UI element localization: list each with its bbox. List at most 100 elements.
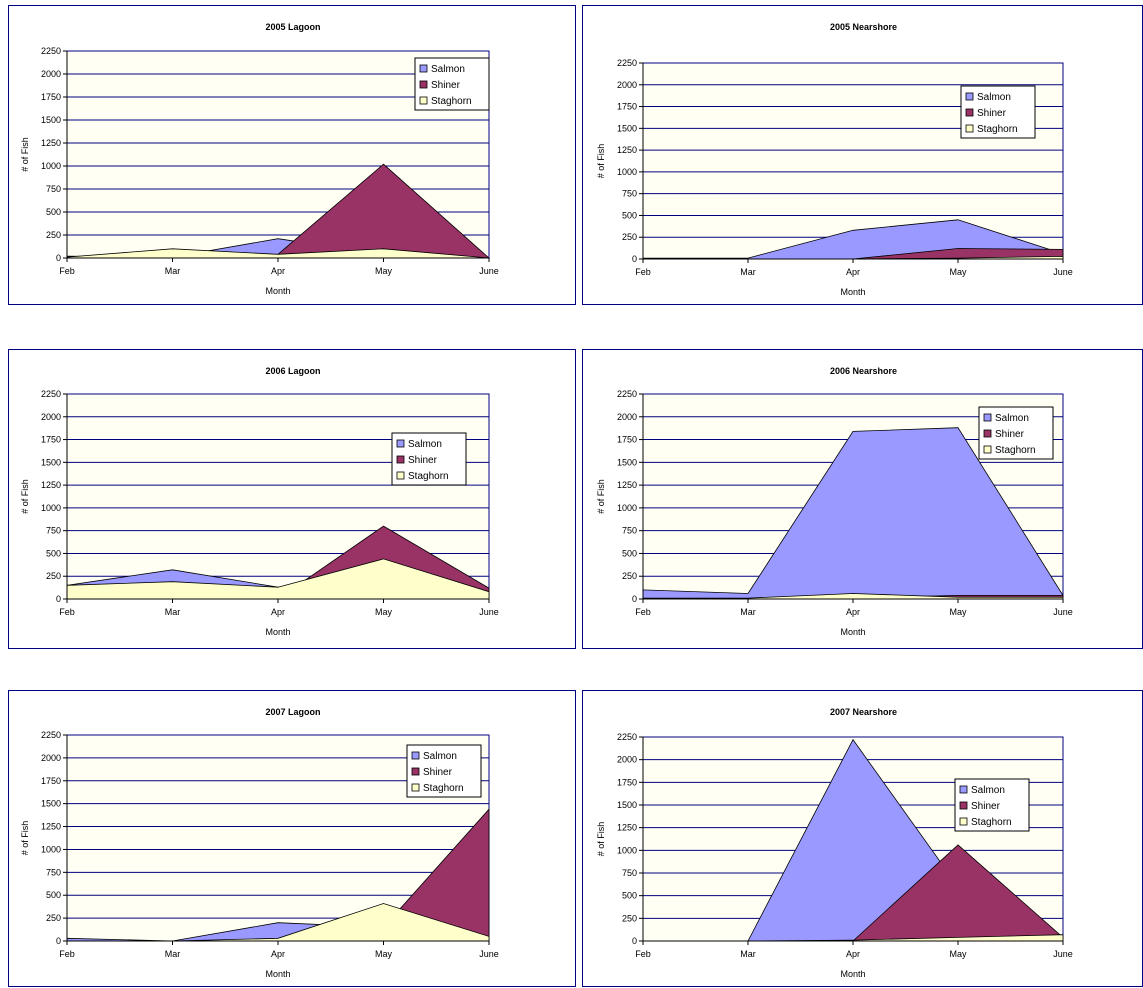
x-tick-label: May [949,267,967,277]
chart-2006-nearshore: 2006 Nearshore 0 250 500 750 1000 1250 1500 1750… [596,366,1073,637]
chart-title: 2005 Lagoon [265,22,320,32]
legend-label-shiner: Shiner [423,767,453,778]
y-tick-label: 1750 [617,102,637,112]
y-tick-label: 0 [632,936,637,946]
x-tick-label: June [479,607,499,617]
chart-2005-nearshore: 2005 Nearshore 0 250 500 750 1000 1250 1500 1750… [596,22,1073,297]
legend-swatch-salmon [983,413,992,422]
y-tick-label: 1250 [41,480,61,490]
legend-label-salmon: Salmon [977,92,1011,103]
legend-swatch-shiner [419,80,428,89]
y-tick-label: 1500 [617,123,637,133]
x-tick-label: May [375,266,393,276]
y-tick-label: 750 [46,184,61,194]
x-tick-label: June [1053,949,1073,959]
legend-label-staghorn: Staghorn [995,445,1036,456]
y-tick-label: 2000 [41,412,61,422]
y-tick-label: 250 [622,571,637,581]
x-axis-label: Month [265,286,290,296]
legend-label-salmon: Salmon [995,413,1029,424]
y-tick-label: 1750 [41,435,61,445]
legend: Salmon Shiner Staghorn [954,778,1030,832]
y-tick-label: 1500 [41,115,61,125]
y-axis-label: # of Fish [596,822,606,857]
x-tick-label: Feb [59,607,75,617]
y-tick-label: 750 [622,189,637,199]
y-axis-label: # of Fish [20,821,30,856]
y-tick-label: 0 [56,936,61,946]
legend-swatch-staghorn [419,96,428,105]
y-axis-label: # of Fish [596,144,606,179]
series-area-staghorn [66,558,490,600]
y-axis-label: # of Fish [20,479,30,514]
y-tick-label: 0 [56,594,61,604]
y-tick-label: 1250 [617,145,637,155]
legend-swatch-salmon [396,439,405,448]
y-tick-label: 1250 [41,138,61,148]
x-tick-label: Mar [165,949,181,959]
y-tick-label: 1000 [41,844,61,854]
x-tick-label: Apr [271,266,285,276]
chart-2005-lagoon: 2005 Lagoon 0 250 500 750 1000 1250 1500 1750 200… [20,22,499,296]
x-tick-label: Apr [846,267,860,277]
chart-panel-2007-nearshore: 2007 Nearshore 0 250 500 750 1000 1250 1500 1750… [582,690,1143,987]
x-tick-label: Feb [635,949,651,959]
legend-swatch-staghorn [396,471,405,480]
x-tick-label: June [479,266,499,276]
legend-label-shiner: Shiner [977,108,1007,119]
y-tick-label: 750 [622,868,637,878]
y-tick-label: 0 [632,594,637,604]
y-axis-label: # of Fish [596,479,606,514]
x-tick-label: June [479,949,499,959]
x-tick-label: Feb [635,607,651,617]
y-tick-label: 750 [46,526,61,536]
legend-label-salmon: Salmon [423,751,457,762]
y-tick-label: 1000 [617,503,637,513]
legend: Salmon Shiner Staghorn [960,85,1036,139]
x-axis-label: Month [265,627,290,637]
chart-panel-2007-lagoon: 2007 Lagoon 0 250 500 750 1000 1250 1500 1750 200… [8,690,576,987]
x-tick-label: June [1053,607,1073,617]
chart-title: 2007 Lagoon [265,707,320,717]
y-tick-label: 2000 [617,755,637,765]
y-tick-label: 1500 [617,457,637,467]
y-tick-label: 500 [46,548,61,558]
legend: Salmon Shiner Staghorn [414,57,490,111]
chart-title: 2005 Nearshore [830,22,897,32]
legend-label-shiner: Shiner [431,80,461,91]
legend-swatch-shiner [411,767,420,776]
y-tick-label: 250 [622,913,637,923]
x-tick-label: Mar [740,607,756,617]
x-tick-label: Feb [59,949,75,959]
legend-swatch-salmon [959,785,968,794]
legend-swatch-staghorn [965,124,974,133]
legend-label-staghorn: Staghorn [423,783,464,794]
chart-title: 2006 Nearshore [830,366,897,376]
y-tick-label: 2000 [41,69,61,79]
legend-swatch-salmon [411,751,420,760]
y-tick-label: 1000 [41,503,61,513]
chart-title: 2007 Nearshore [830,707,897,717]
y-tick-label: 500 [622,210,637,220]
x-tick-label: Mar [165,266,181,276]
legend-label-salmon: Salmon [408,439,442,450]
legend-label-shiner: Shiner [995,429,1025,440]
chart-panel-2005-lagoon: 2005 Lagoon 0 250 500 750 1000 1250 1500 1750 200… [8,5,576,305]
y-tick-label: 2250 [617,58,637,68]
x-tick-label: June [1053,267,1073,277]
y-tick-label: 2000 [41,753,61,763]
y-tick-label: 1750 [617,777,637,787]
legend-label-staghorn: Staghorn [431,96,472,107]
legend-swatch-staghorn [959,817,968,826]
y-tick-label: 2000 [617,412,637,422]
x-tick-label: Mar [740,949,756,959]
x-tick-label: Apr [846,949,860,959]
legend-swatch-salmon [965,92,974,101]
x-tick-label: Apr [271,949,285,959]
legend-swatch-shiner [983,429,992,438]
legend-swatch-staghorn [411,783,420,792]
y-tick-label: 1750 [617,435,637,445]
x-axis-label: Month [840,287,865,297]
y-tick-label: 1250 [617,480,637,490]
y-tick-label: 1750 [41,92,61,102]
